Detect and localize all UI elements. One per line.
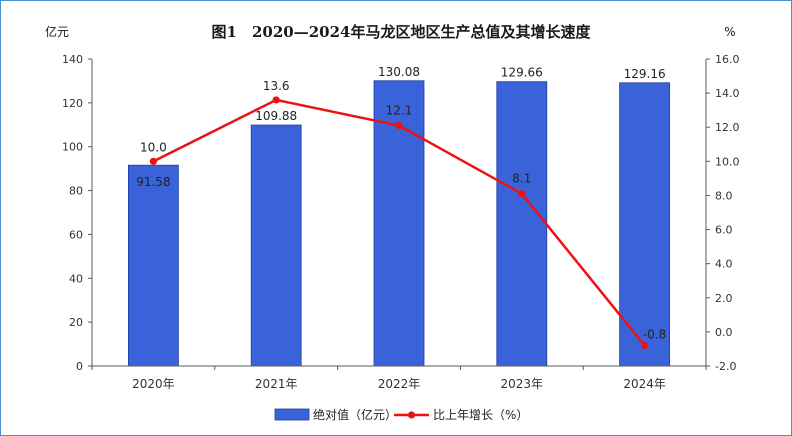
legend: 绝对值（亿元） 比上年增长（%） <box>274 407 528 422</box>
x-tick-label: 2020年 <box>132 377 175 391</box>
line-data-label: 12.1 <box>386 104 413 118</box>
bar <box>128 164 179 367</box>
right-tick-label: 16.0 <box>715 53 740 66</box>
bar-data-label: 130.08 <box>378 65 420 79</box>
left-axis-unit: 亿元 <box>45 24 69 39</box>
left-tick-label: 40 <box>69 272 83 285</box>
bar-data-label: 129.66 <box>501 66 543 80</box>
line-point <box>272 96 280 104</box>
right-tick-label: 12.0 <box>715 121 740 134</box>
bar-series: 91.58 109.88 130.08 129.66 129.16 <box>128 65 670 367</box>
legend-bar-label: 绝对值（亿元） <box>313 407 397 422</box>
line-data-label: 10.0 <box>140 140 167 154</box>
axes: 0 20 40 60 80 100 120 140 -2.0 0.0 2.0 4.0 6.0 8.0 10.… <box>62 53 740 391</box>
right-tick-label: 4.0 <box>715 258 733 271</box>
chart-title: 图1 2020—2024年马龙区地区生产总值及其增长速度 <box>212 23 592 41</box>
left-tick-label: 20 <box>69 316 83 329</box>
x-tick-label: 2024年 <box>623 377 666 391</box>
legend-line-label: 比上年增长（%） <box>433 408 528 422</box>
left-tick-label: 60 <box>69 228 83 241</box>
line-point <box>149 157 157 165</box>
right-tick-label: 14.0 <box>715 87 740 100</box>
line-point <box>395 121 403 130</box>
left-tick-label: 0 <box>76 360 83 373</box>
line-point <box>518 190 526 198</box>
bar <box>619 82 670 367</box>
line-data-label: 13.6 <box>263 79 290 93</box>
line-data-label: 8.1 <box>512 172 531 186</box>
x-tick-label: 2021年 <box>255 377 298 391</box>
bar <box>496 81 548 367</box>
bar-data-label: 91.58 <box>136 175 170 189</box>
right-axis-unit: % <box>724 25 735 39</box>
right-tick-label: 10.0 <box>715 155 740 168</box>
left-tick-label: 140 <box>62 53 83 66</box>
left-tick-label: 100 <box>62 141 83 154</box>
x-tick-label: 2023年 <box>501 377 544 391</box>
right-tick-label: 2.0 <box>715 292 733 305</box>
right-tick-label: 8.0 <box>715 189 733 202</box>
bar <box>250 124 302 367</box>
x-tick-label: 2022年 <box>378 377 421 391</box>
line-point <box>641 341 649 350</box>
legend-line-marker <box>407 411 416 419</box>
line-data-label: -0.8 <box>643 328 666 342</box>
line-series: 10.0 13.6 12.1 8.1 -0.8 <box>140 79 666 350</box>
bar-data-label: 129.16 <box>624 67 666 81</box>
right-tick-label: -2.0 <box>715 360 736 373</box>
right-tick-label: 0.0 <box>715 326 733 339</box>
bar-data-label: 109.88 <box>255 109 297 123</box>
legend-bar-swatch <box>274 408 310 421</box>
left-tick-label: 120 <box>62 97 83 110</box>
left-tick-label: 80 <box>69 185 83 198</box>
right-tick-label: 6.0 <box>715 224 733 237</box>
